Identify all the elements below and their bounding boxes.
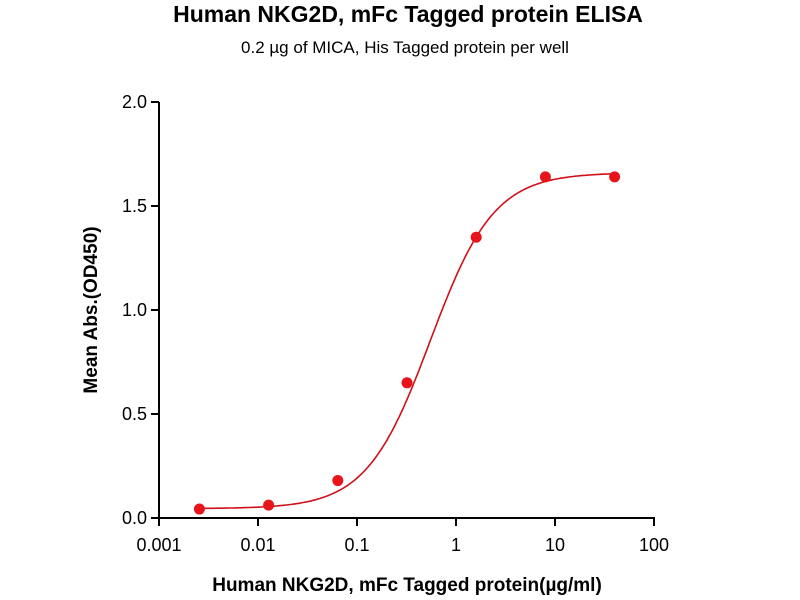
y-axis-label: Mean Abs.(OD450) [81, 226, 102, 393]
x-tick-label: 0.1 [344, 535, 369, 555]
data-point [263, 499, 275, 511]
y-tick-label: 1.5 [122, 196, 147, 216]
x-axis-label: Human NKG2D, mFc Tagged protein(µg/ml) [212, 575, 602, 596]
data-point [539, 171, 551, 183]
chart-subtitle: 0.2 µg of MICA, His Tagged protein per w… [241, 38, 569, 57]
y-tick-label: 0.5 [122, 404, 147, 424]
x-tick-label: 100 [639, 535, 669, 555]
x-tick-label: 0.001 [136, 535, 181, 555]
chart-title: Human NKG2D, mFc Tagged protein ELISA [173, 1, 643, 27]
fit-curve [199, 172, 615, 510]
y-tick-label: 1.0 [122, 300, 147, 320]
data-point [470, 231, 482, 243]
x-tick-label: 10 [545, 535, 565, 555]
data-point [193, 503, 205, 515]
y-tick-label: 2.0 [122, 92, 147, 112]
data-point [609, 171, 621, 183]
y-tick-label: 0.0 [122, 508, 147, 528]
x-tick-label: 1 [451, 535, 461, 555]
data-point [332, 475, 344, 487]
x-tick-label: 0.01 [240, 535, 275, 555]
data-point [401, 377, 413, 389]
